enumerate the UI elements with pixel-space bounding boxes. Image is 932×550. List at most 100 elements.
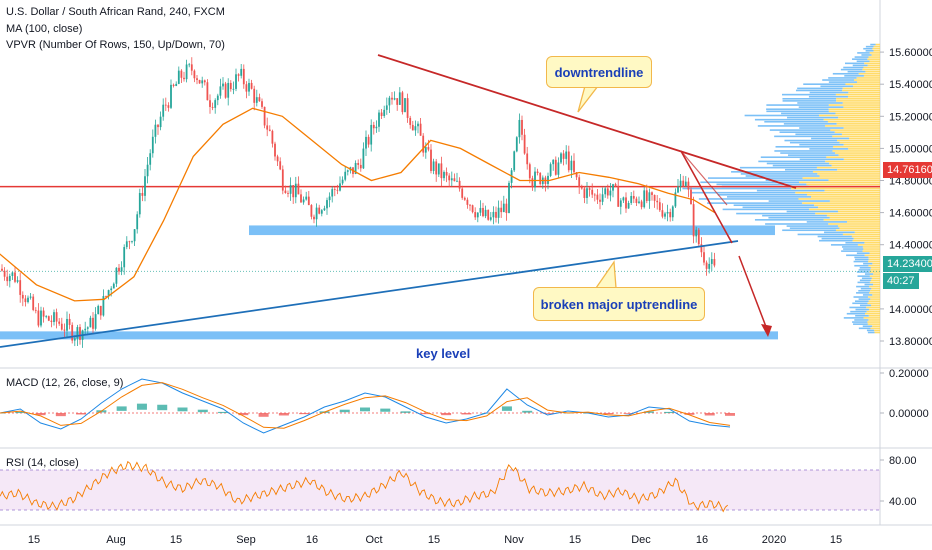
candle-body	[32, 296, 35, 310]
vpvr-bar-down	[869, 285, 880, 288]
vpvr-bar-down	[867, 302, 880, 305]
candle-body	[635, 198, 638, 203]
candle-body	[326, 200, 328, 209]
time-tick-label: 15	[569, 534, 581, 546]
vpvr-bar-down	[832, 150, 880, 152]
candle-body	[393, 98, 396, 100]
vpvr-bar-down	[868, 300, 880, 302]
vpvr-bar-up	[789, 141, 840, 144]
time-tick-label: Dec	[631, 534, 651, 546]
candle-body	[601, 194, 604, 202]
candle-body	[484, 209, 487, 217]
candle-body	[8, 275, 11, 282]
vpvr-bar-up	[782, 93, 836, 96]
candle-body	[489, 217, 492, 220]
key-level-label: key level	[416, 346, 471, 361]
candle-body	[66, 318, 68, 331]
candle-body	[250, 82, 253, 89]
candle-body	[1, 268, 3, 271]
candle-body	[79, 327, 81, 340]
candle-body	[287, 192, 289, 194]
rsi-tick-label: 80.00	[889, 455, 917, 467]
price-tick-label: 15.40000	[889, 79, 932, 91]
vpvr-bar-down	[864, 241, 880, 244]
candle-body	[268, 129, 271, 131]
candle-body	[40, 310, 42, 326]
vpvr-bar-down	[842, 102, 880, 104]
vpvr-bar-up	[857, 281, 870, 284]
candle-body	[118, 267, 120, 272]
candle-body	[534, 171, 536, 188]
vpvr-bar-down	[828, 110, 880, 113]
candle-body	[502, 203, 505, 213]
candle-body	[375, 126, 378, 129]
vpvr-bar-down	[852, 239, 880, 242]
vpvr-bar-down	[832, 135, 880, 138]
candle-body	[560, 153, 562, 163]
candle-body	[71, 324, 74, 341]
vpvr-bar-up	[843, 317, 864, 319]
macd-signal-line	[0, 382, 731, 429]
macd-tick-label: 0.20000	[889, 368, 929, 380]
projection-arrow	[738, 255, 769, 333]
vpvr-bar-up	[844, 75, 864, 77]
candle-body	[240, 68, 243, 76]
candle-body	[609, 190, 612, 196]
vpvr-bar-down	[870, 289, 880, 292]
candle-body	[318, 207, 321, 214]
price-tick-label: 13.80000	[889, 336, 932, 348]
candle-body	[188, 64, 191, 66]
candle-body	[159, 116, 162, 128]
macd-histogram-bar	[258, 413, 269, 417]
candle-body	[378, 112, 380, 127]
vpvr-bar-up	[765, 223, 829, 225]
rsi-tick-label: 40.00	[889, 496, 917, 508]
candle-body	[430, 149, 432, 171]
candle-body	[294, 183, 297, 198]
vpvr-bar-up	[856, 252, 870, 255]
vpvr-bar-down	[802, 202, 880, 204]
vpvr-legend: VPVR (Number Of Rows, 150, Up/Down, 70)	[6, 39, 225, 51]
candle-body	[528, 164, 531, 179]
candle-body	[164, 104, 167, 106]
vpvr-bar-down	[835, 93, 880, 96]
vpvr-bar-up	[857, 275, 870, 277]
vpvr-bar-up	[846, 312, 866, 315]
macd-histogram-bar	[339, 409, 350, 413]
candle-body	[625, 197, 627, 209]
candle-body	[133, 229, 136, 242]
vpvr-bar-up	[811, 137, 849, 140]
vpvr-bar-down	[823, 118, 880, 121]
candle-body	[549, 164, 552, 176]
vpvr-bar-up	[766, 162, 830, 165]
candle-body	[445, 172, 448, 176]
vpvr-bar-up	[733, 204, 815, 207]
candle-body	[583, 188, 586, 198]
macd-histogram-bar	[299, 413, 310, 415]
candle-body	[276, 156, 279, 162]
candle-body	[666, 211, 669, 214]
candle-body	[313, 216, 315, 220]
vpvr-bar-down	[842, 89, 880, 92]
candle-body	[297, 183, 300, 195]
candle-body	[105, 296, 107, 297]
vpvr-bar-up	[772, 164, 832, 167]
candle-body	[505, 203, 508, 213]
candle-body	[562, 153, 565, 159]
vpvr-bar-up	[830, 244, 858, 246]
vpvr-bar-down	[870, 327, 880, 330]
candle-body	[97, 305, 100, 315]
candle-body	[19, 280, 22, 295]
candle-body	[409, 117, 412, 125]
candle-body	[154, 124, 157, 137]
candle-body	[645, 190, 648, 201]
vpvr-bar-down	[848, 95, 880, 98]
candle-body	[149, 153, 152, 165]
vpvr-bar-down	[815, 212, 880, 215]
candle-body	[495, 211, 497, 218]
candle-body	[198, 79, 201, 84]
vpvr-bar-down	[802, 177, 880, 179]
candle-body	[320, 210, 323, 214]
candle-body	[310, 205, 313, 217]
